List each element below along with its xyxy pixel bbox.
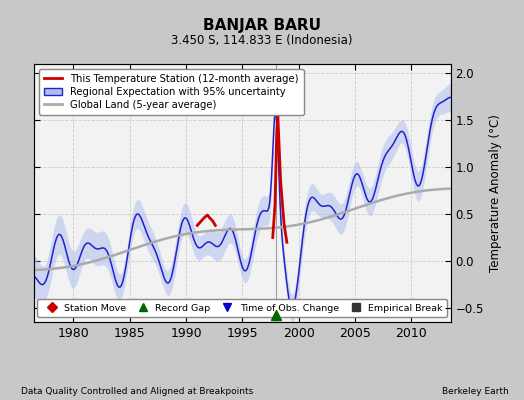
Text: Data Quality Controlled and Aligned at Breakpoints: Data Quality Controlled and Aligned at B… [21, 387, 253, 396]
Text: 3.450 S, 114.833 E (Indonesia): 3.450 S, 114.833 E (Indonesia) [171, 34, 353, 47]
Text: BANJAR BARU: BANJAR BARU [203, 18, 321, 33]
Text: Berkeley Earth: Berkeley Earth [442, 387, 508, 396]
Legend: Station Move, Record Gap, Time of Obs. Change, Empirical Break: Station Move, Record Gap, Time of Obs. C… [37, 299, 447, 317]
Y-axis label: Temperature Anomaly (°C): Temperature Anomaly (°C) [489, 114, 503, 272]
